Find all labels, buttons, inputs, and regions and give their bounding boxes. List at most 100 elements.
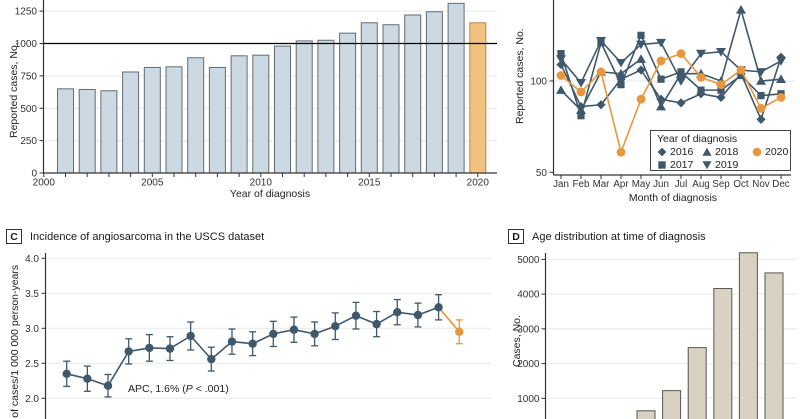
legend-entry-2016: 2016: [657, 145, 702, 158]
legend-col-1: 2016 2017: [657, 145, 702, 171]
data-point-2003: [103, 381, 113, 390]
marker-square: [577, 112, 585, 120]
y-tick-label: 3.0: [25, 324, 39, 335]
age-bar: [764, 272, 784, 419]
marker-circle: [596, 67, 606, 77]
apc-annotation-pvalue: P: [185, 383, 193, 395]
marker-circle: [776, 93, 786, 102]
series-line-2020: [560, 52, 782, 154]
marker-circle: [736, 65, 746, 75]
bar-2002: [78, 88, 96, 174]
y-tick-label: 4000: [517, 290, 540, 301]
marker-circle: [716, 80, 726, 90]
marker-circle: [556, 71, 566, 80]
data-point-2009: [227, 337, 237, 346]
marker-diamond: [756, 114, 766, 124]
y-tick-label: 1000: [15, 39, 38, 50]
panel-d-letter: D: [508, 229, 524, 244]
diamond-marker-icon: [657, 147, 667, 156]
square-marker-icon: [658, 160, 666, 169]
marker-triangle-down: [696, 49, 706, 59]
marker-diamond: [716, 92, 726, 103]
y-tick-label: 3000: [517, 324, 540, 335]
legend-entry-2018: 2018: [702, 145, 752, 158]
legend-label: 2019: [715, 158, 739, 171]
y-tick-label: 2.0: [25, 394, 39, 405]
marker-triangle-up: [776, 74, 786, 83]
bar-2001: [57, 88, 74, 174]
marker-diamond: [596, 100, 606, 110]
data-point-2007: [186, 331, 195, 341]
data-point-2001: [62, 369, 71, 378]
data-point-2011: [269, 329, 278, 339]
y-tick-label: 0: [31, 169, 37, 180]
marker-triangle-down: [776, 57, 786, 66]
data-point-2005: [145, 343, 154, 353]
y-tick-label: 750: [20, 71, 37, 82]
marker-square: [617, 81, 625, 89]
data-point-2020: [455, 327, 464, 336]
bar-2007: [187, 57, 205, 174]
marker-square: [697, 86, 705, 94]
data-point-2008: [207, 354, 216, 364]
y-tick-label: 500: [20, 104, 37, 115]
data-point-2004: [124, 347, 133, 356]
panel-d-title: Age distribution at time of diagnosis: [532, 230, 706, 243]
y-tick-label: 2000: [517, 359, 540, 370]
marker-square: [557, 50, 565, 58]
marker-square: [657, 75, 665, 83]
panel-b-x-axis-label: Month of diagnosis: [628, 192, 718, 204]
data-point-2013: [310, 329, 319, 339]
y-tick-label: 250: [20, 136, 37, 147]
panel-c-title: Incidence of angiosarcoma in the USCS da…: [30, 230, 265, 243]
age-bar: [687, 347, 707, 419]
bar-2011: [274, 45, 291, 174]
month-label: Nov: [752, 179, 770, 190]
data-point-2010: [248, 339, 257, 348]
series-line-2018: [560, 8, 782, 112]
x-tick-label: 2015: [358, 178, 381, 189]
legend-col-2: 2018 2019: [702, 145, 752, 171]
month-label: Aug: [692, 179, 709, 190]
data-point-2002: [83, 374, 92, 383]
marker-triangle-down: [676, 77, 686, 86]
panel-a-x-axis-label: Year of diagnosis: [229, 188, 311, 200]
panel-a-bar-chart: 0 250 500 750 1000 1250 2000 2005 2010 2015 2020: [15, 0, 497, 189]
age-bar: [636, 410, 656, 419]
panel-c-header: C Incidence of angiosarcoma in the USCS …: [6, 229, 264, 244]
data-point-2019: [434, 303, 443, 312]
marker-triangle-up: [556, 85, 566, 94]
legend-label: 2017: [670, 158, 694, 171]
circle-marker-icon: [752, 147, 762, 156]
month-label: Dec: [772, 179, 790, 190]
y-tick-label: 2.5: [25, 359, 39, 370]
y-tick-label: 3.5: [25, 289, 39, 300]
x-tick-label: 2010: [250, 178, 273, 189]
marker-triangle-down: [756, 68, 766, 77]
marker-circle: [656, 56, 666, 66]
age-bar: [713, 288, 733, 419]
marker-diamond: [676, 98, 686, 108]
marker-triangle-down: [556, 55, 566, 64]
marker-triangle-down: [716, 47, 726, 57]
marker-circle: [616, 147, 626, 157]
marker-triangle-down: [636, 40, 646, 50]
bar-2013: [317, 39, 335, 174]
marker-triangle-up: [616, 68, 626, 78]
bar-2003: [100, 90, 118, 174]
month-label: Jun: [653, 179, 669, 190]
data-point-2016: [372, 319, 381, 329]
bar-2006: [165, 66, 183, 174]
month-label: Mar: [593, 179, 611, 190]
month-label: Feb: [573, 179, 590, 190]
bar-2010: [252, 54, 270, 174]
marker-square: [757, 92, 765, 100]
y-tick-label: 1000: [517, 394, 540, 405]
bar-2020: [469, 22, 487, 174]
incidence-line-2020: [437, 306, 460, 333]
marker-circle: [636, 94, 646, 104]
marker-triangle-down: [596, 37, 606, 46]
marker-circle: [576, 87, 586, 97]
y-tick-label: 50: [536, 168, 548, 179]
bar-2014: [339, 32, 357, 174]
